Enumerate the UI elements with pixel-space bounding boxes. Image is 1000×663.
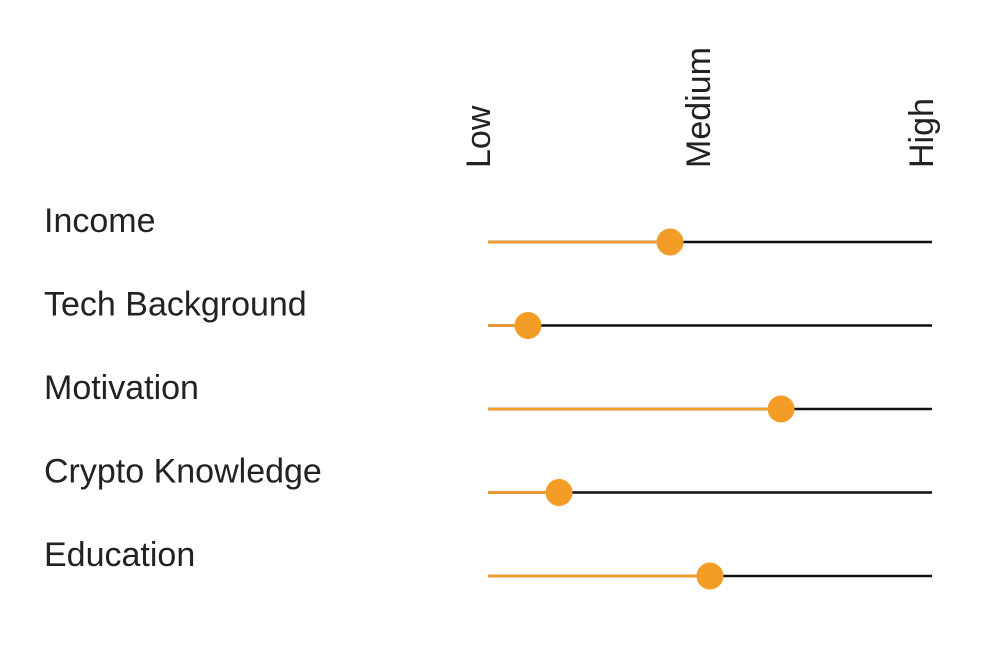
scale-label-high: High [903,98,941,168]
marker-income [656,228,684,256]
marker-motivation [767,395,795,423]
slider-row-crypto-knowledge: Crypto Knowledge [44,453,932,506]
row-label-tech-background: Tech Background [44,286,307,324]
row-label-motivation: Motivation [44,369,199,407]
scale-label-medium: Medium [680,47,718,168]
row-label-income: Income [44,202,156,240]
row-label-education: Education [44,536,195,574]
marker-tech-background [514,312,542,339]
scale-label-low: Low [460,105,498,168]
marker-education [696,562,724,590]
scale-labels: Low Medium High [460,47,941,168]
slider-row-income: Income [44,202,932,256]
marker-crypto-knowledge [545,479,573,506]
row-label-crypto-knowledge: Crypto Knowledge [44,453,322,491]
rows: Income Tech Background Motivation Crypto Kn… [44,202,932,590]
slider-row-tech-background: Tech Background [44,286,932,339]
slider-row-motivation: Motivation [44,369,932,423]
slider-row-education: Education [44,536,932,590]
